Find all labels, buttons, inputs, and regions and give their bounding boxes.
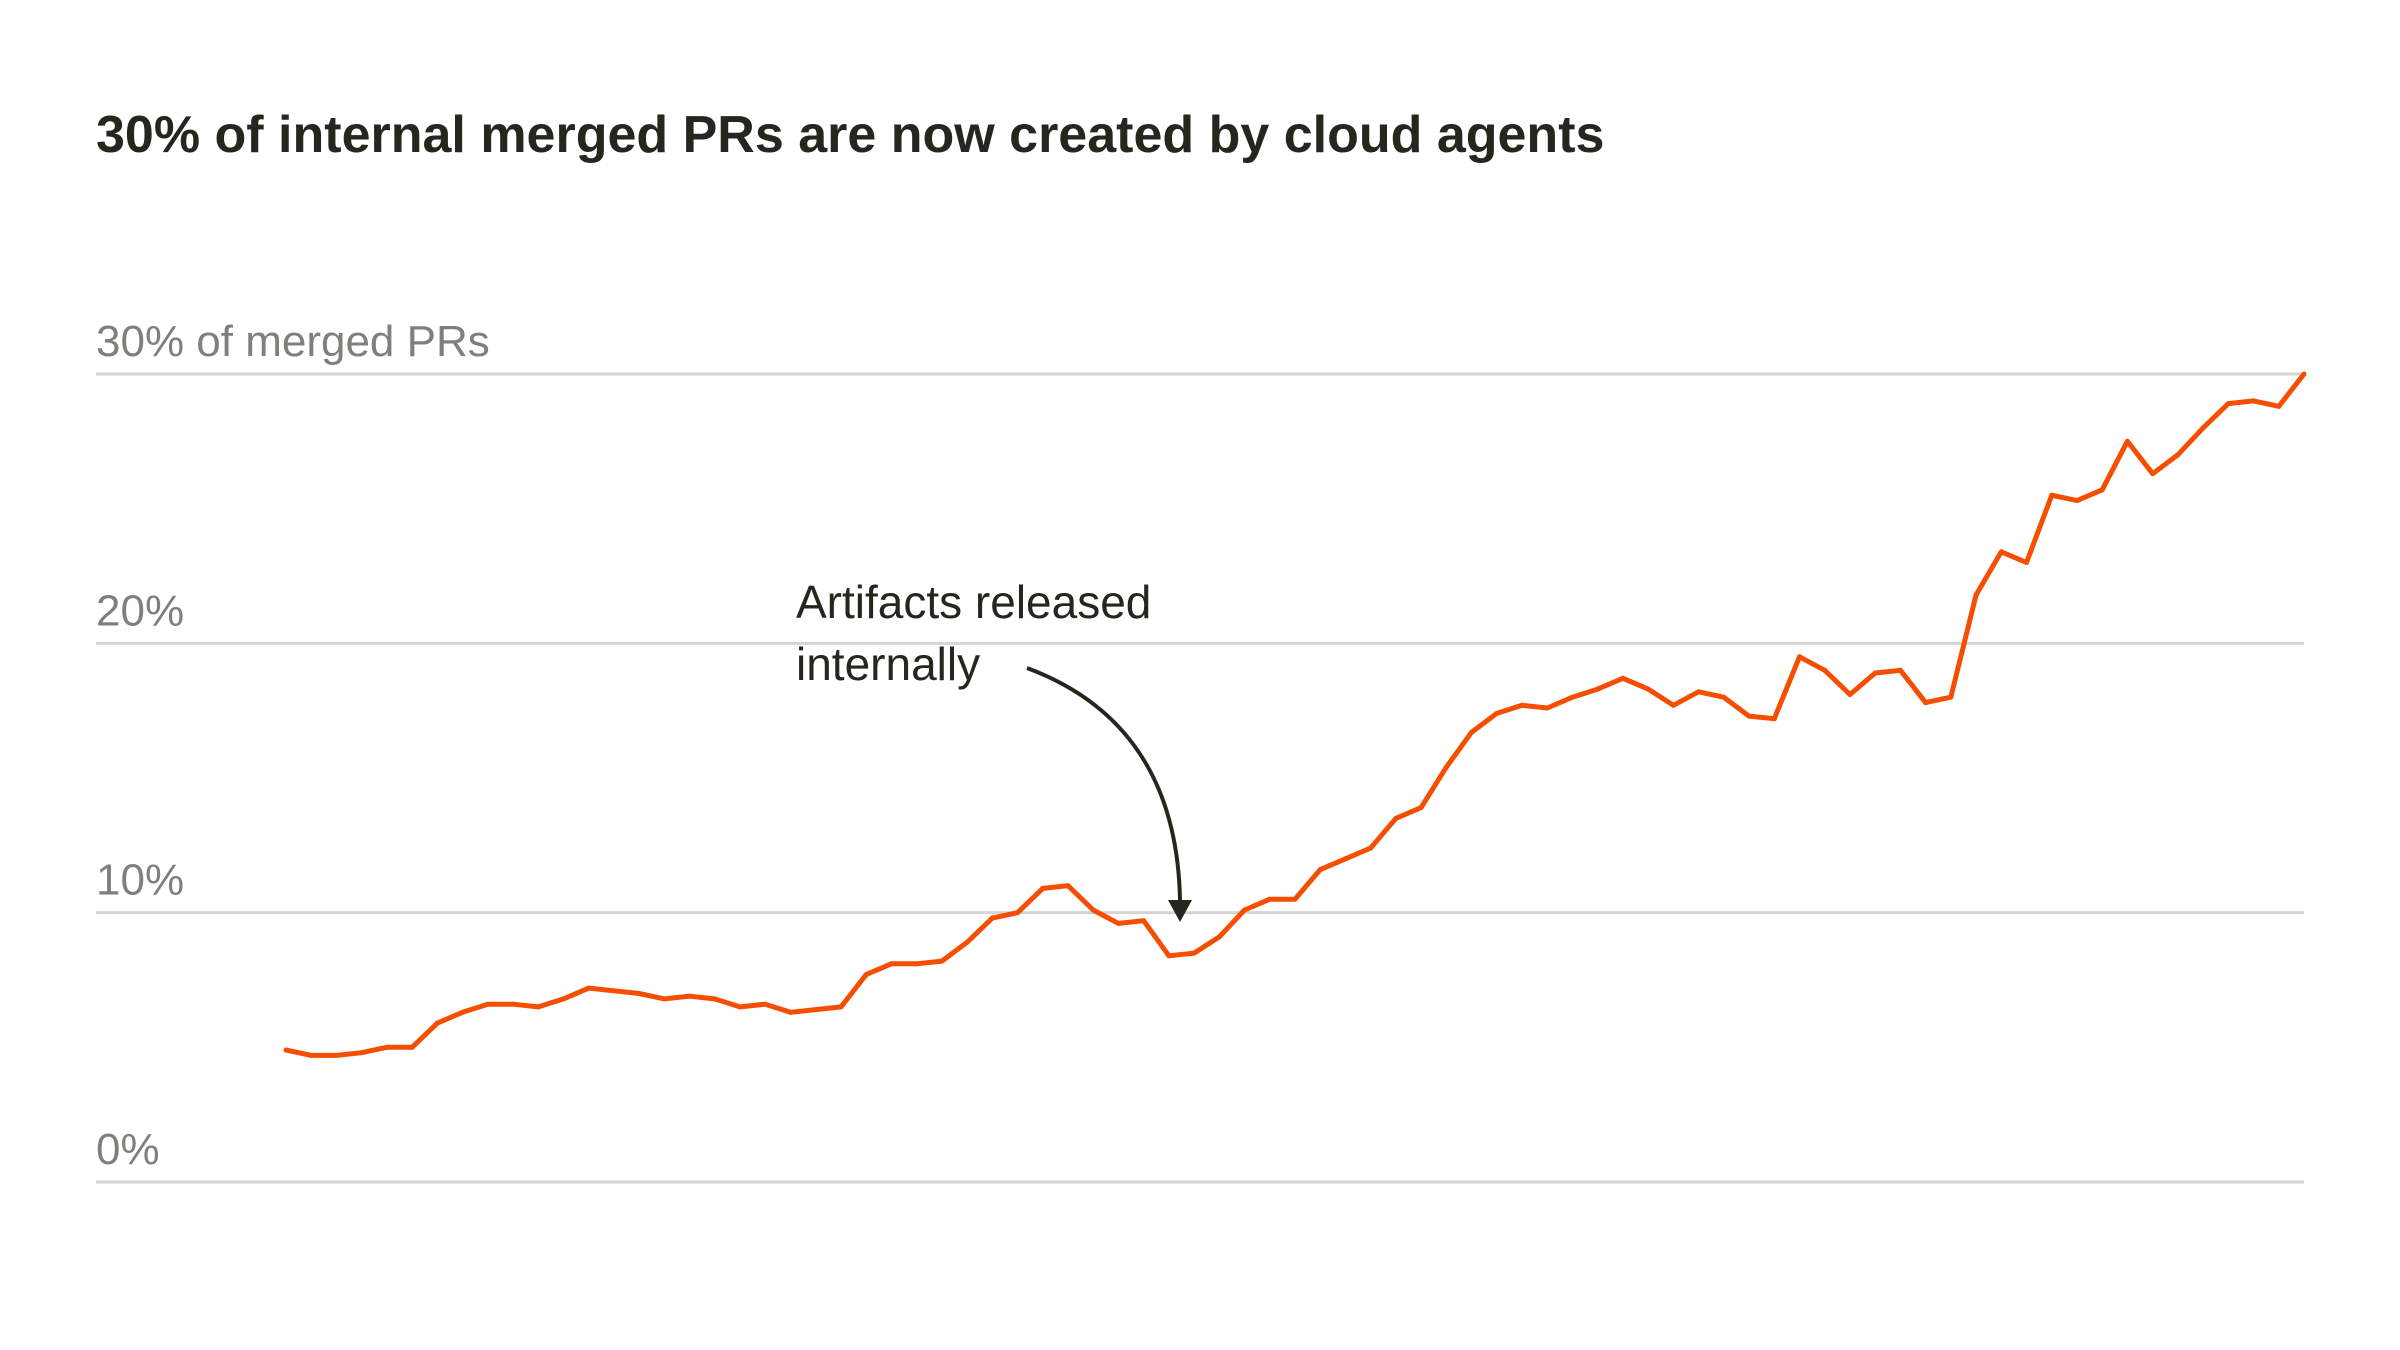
data-point: [359, 1050, 365, 1056]
data-point: [2301, 371, 2307, 377]
data-point: [2276, 403, 2282, 409]
data-point: [1771, 716, 1777, 722]
data-point: [813, 1007, 819, 1013]
data-point: [1342, 856, 1348, 862]
data-point: [384, 1044, 390, 1050]
data-point: [1670, 702, 1676, 708]
data-point: [661, 996, 667, 1002]
series-line: [285, 372, 2306, 1058]
data-point: [1418, 805, 1424, 811]
data-point: [560, 996, 566, 1002]
data-point: [1292, 896, 1298, 902]
data-point: [1696, 689, 1702, 695]
data-points: [283, 371, 2307, 1058]
data-point: [1242, 907, 1248, 913]
y-tick-labels: 0% 10% 20% 30% of merged PRs: [96, 317, 490, 1174]
data-point: [636, 990, 642, 996]
data-point: [1090, 907, 1096, 913]
data-point: [1469, 729, 1475, 735]
data-point: [687, 993, 693, 999]
data-point: [510, 1001, 516, 1007]
data-point: [308, 1052, 314, 1058]
data-point: [2099, 487, 2105, 493]
data-point: [1948, 694, 1954, 700]
data-point: [762, 1001, 768, 1007]
data-point: [2150, 471, 2156, 477]
gridlines: [96, 372, 2304, 1184]
data-point: [1519, 702, 1525, 708]
data-point: [2024, 560, 2030, 566]
data-point: [1569, 694, 1575, 700]
data-point: [989, 915, 995, 921]
data-point: [1015, 910, 1021, 916]
annotation-arrow: [1026, 666, 1182, 901]
data-point: [1393, 815, 1399, 821]
data-point: [888, 961, 894, 967]
data-point: [1040, 885, 1046, 891]
data-point: [1267, 896, 1273, 902]
data-point: [1443, 764, 1449, 770]
data-point: [863, 972, 869, 978]
data-point: [939, 958, 945, 964]
data-point: [1115, 920, 1121, 926]
data-point: [1166, 953, 1172, 959]
annotation-line-1: Artifacts released: [796, 576, 1151, 628]
data-point: [1368, 845, 1374, 851]
data-point: [2251, 398, 2257, 404]
data-point: [2225, 401, 2231, 407]
data-point: [788, 1009, 793, 1015]
data-point: [712, 996, 718, 1002]
data-point: [2074, 498, 2080, 504]
data-point: [737, 1004, 743, 1010]
data-point: [586, 985, 592, 991]
data-point: [1645, 686, 1651, 692]
data-point: [333, 1052, 339, 1058]
y-tick-label: 10%: [96, 856, 184, 905]
data-point: [1595, 686, 1601, 692]
data-point: [1191, 950, 1197, 956]
data-point: [2124, 438, 2130, 444]
data-point: [1746, 713, 1752, 719]
data-point: [1065, 883, 1071, 889]
data-point: [409, 1044, 415, 1050]
data-point: [2175, 452, 2181, 458]
y-tick-label: 20%: [96, 586, 184, 635]
data-point: [1847, 692, 1853, 698]
y-tick-label: 30% of merged PRs: [96, 317, 490, 366]
data-point: [1544, 705, 1550, 711]
data-point: [1494, 710, 1500, 716]
data-point: [2049, 492, 2055, 498]
arrowhead-icon: [1168, 900, 1192, 922]
data-point: [1797, 654, 1802, 660]
data-point: [460, 1009, 466, 1015]
data-point: [1897, 667, 1903, 673]
data-point: [1822, 667, 1828, 673]
data-point: [485, 1001, 491, 1007]
chart-title: 30% of internal merged PRs are now creat…: [96, 106, 1604, 164]
data-point: [1872, 670, 1878, 676]
data-point: [1721, 694, 1727, 700]
data-point: [838, 1004, 844, 1010]
annotation: Artifacts released internally: [796, 576, 1192, 922]
data-point: [1923, 700, 1929, 706]
data-point: [1973, 592, 1979, 598]
data-point: [1141, 918, 1147, 924]
data-point: [2200, 425, 2206, 431]
data-point: [964, 939, 970, 945]
data-point: [1216, 934, 1222, 940]
y-tick-label: 0%: [96, 1125, 160, 1174]
data-point: [535, 1004, 541, 1010]
data-point: [611, 988, 617, 994]
data-point: [914, 961, 920, 967]
data-point: [1620, 675, 1626, 681]
data-point: [1317, 867, 1323, 873]
annotation-line-2: internally: [796, 638, 980, 690]
data-point: [434, 1020, 440, 1026]
data-point: [1998, 549, 2004, 555]
data-point: [283, 1047, 289, 1053]
